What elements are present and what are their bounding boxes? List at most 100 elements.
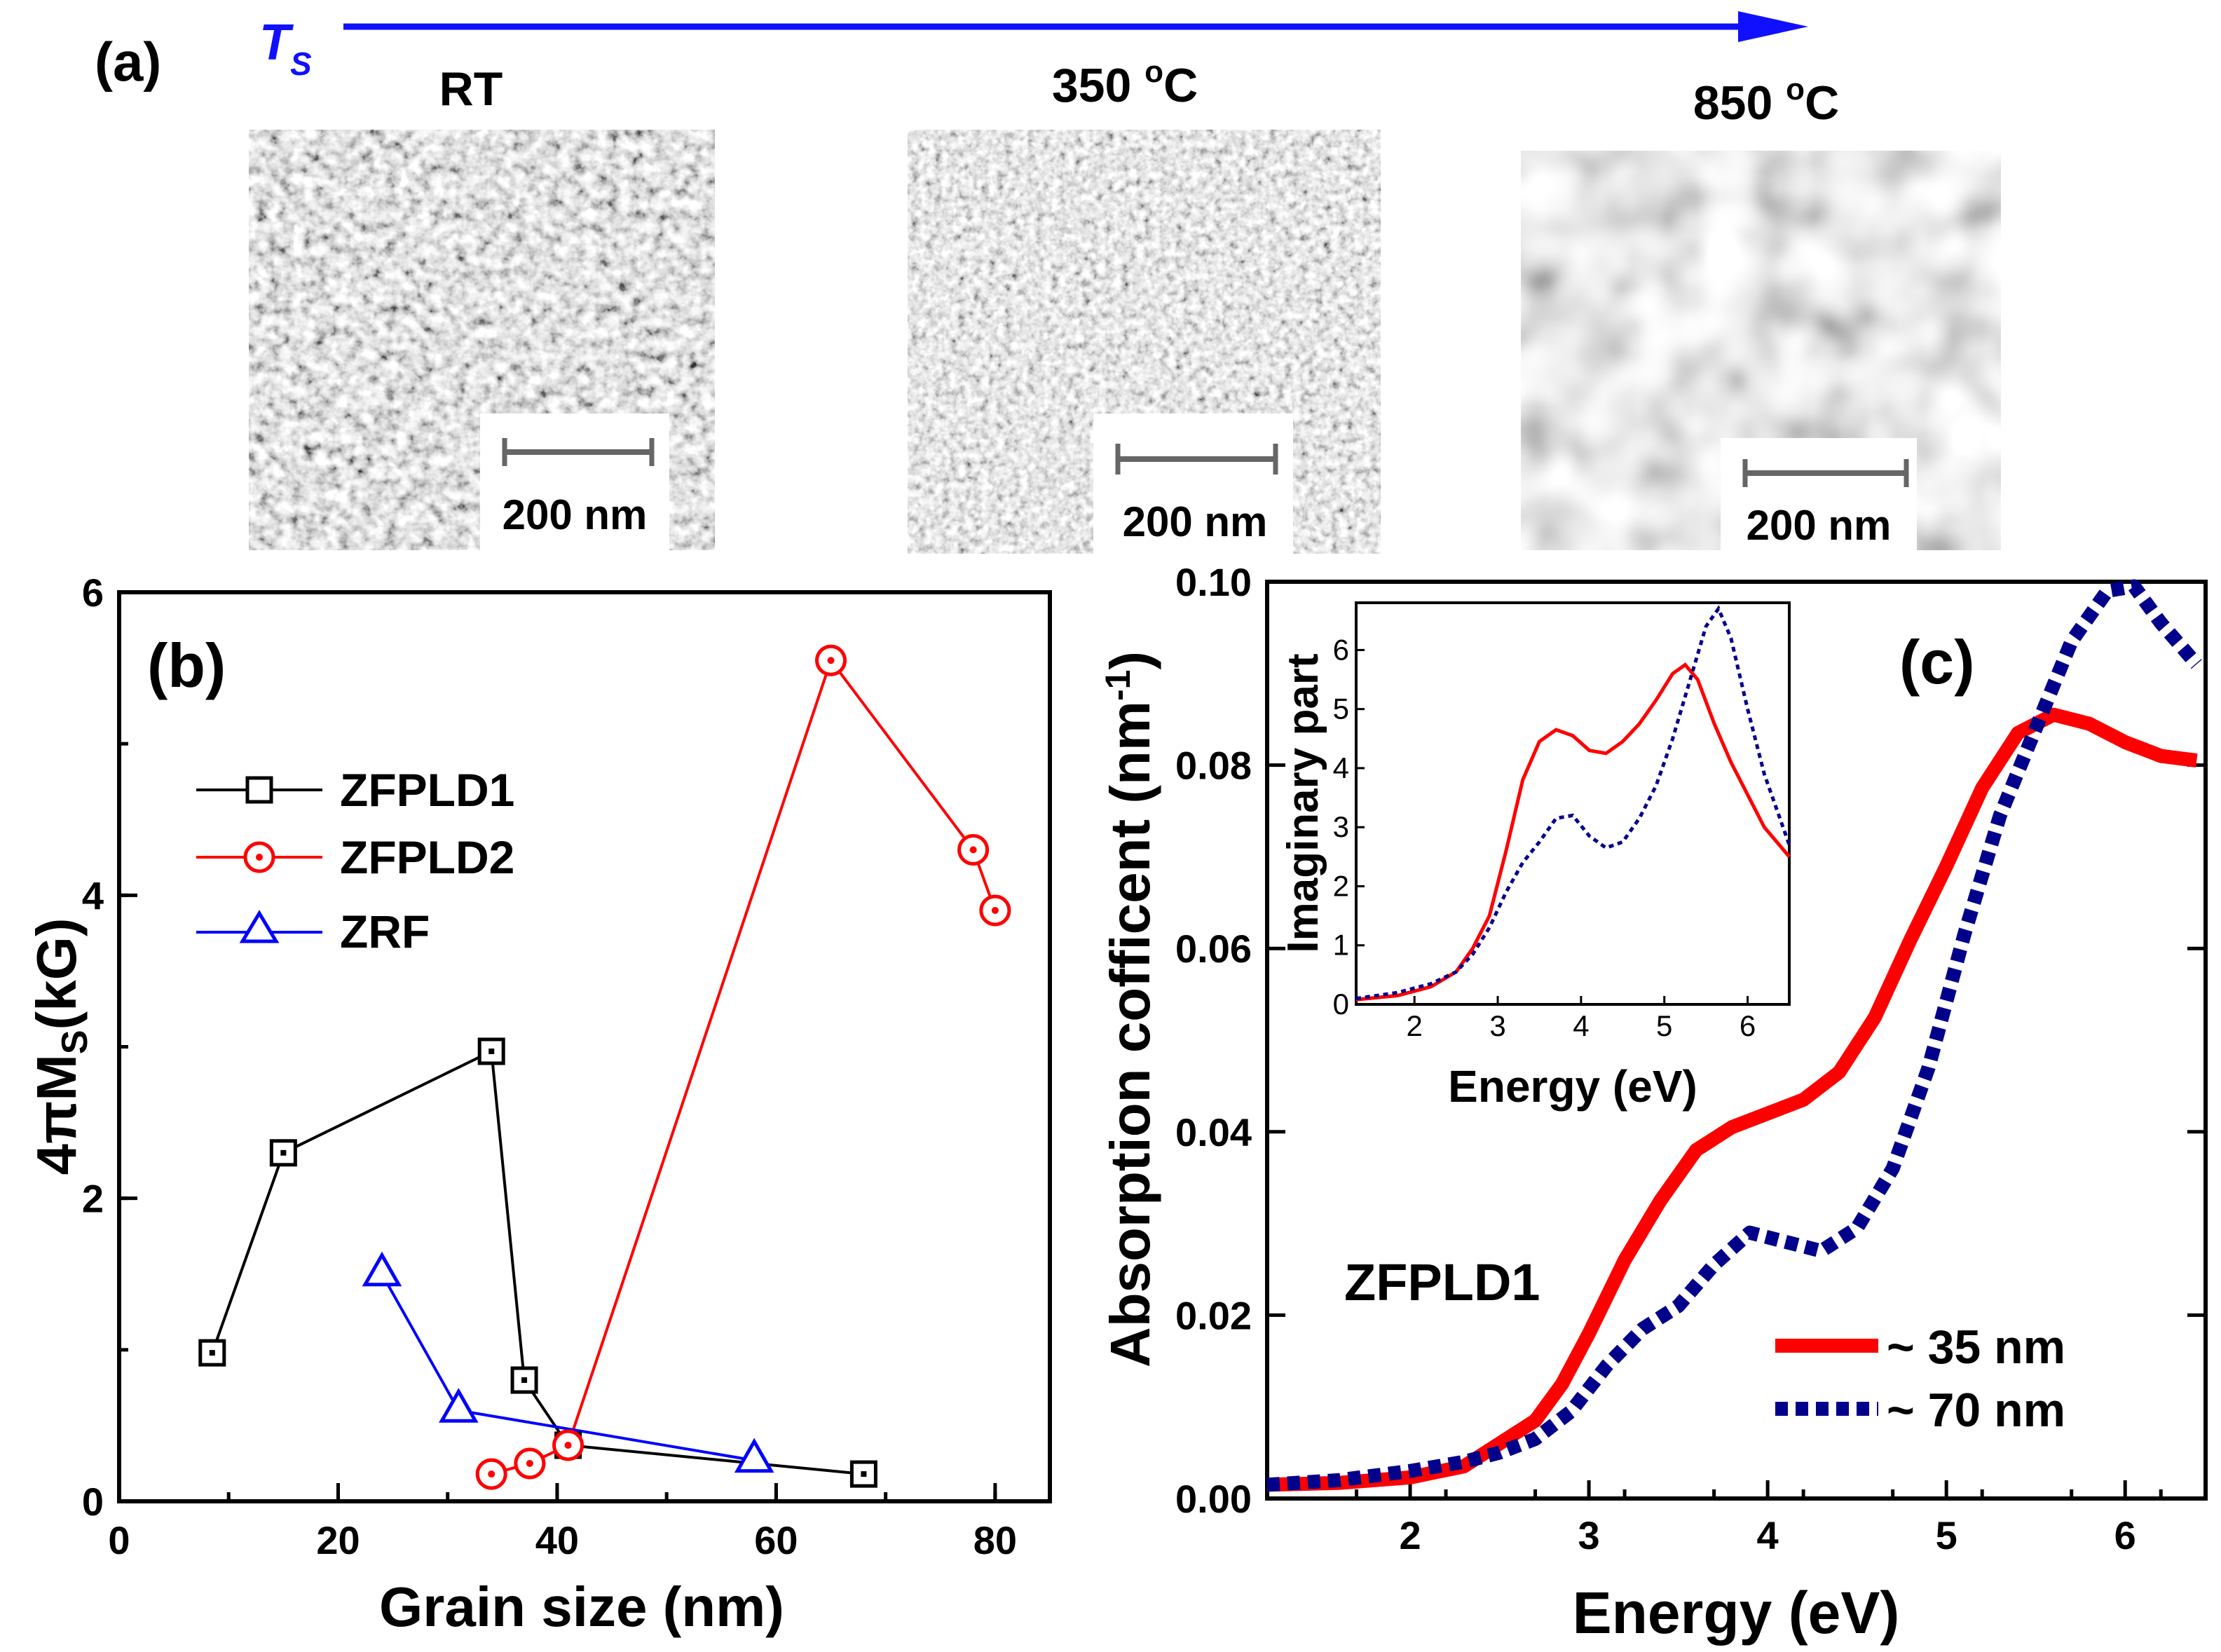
- b-xtick-label-1: 20: [316, 1518, 360, 1562]
- panel-b-xlabel: Grain size (nm): [379, 1576, 784, 1638]
- inset-xtick-label-0: 2: [1407, 1009, 1423, 1042]
- legend-zfpld1-label: ZFPLD1: [340, 764, 514, 816]
- inset-series-35nm-curve: [1355, 662, 1791, 1002]
- panel-c-ylabel-close: ): [1099, 651, 1161, 670]
- inset-ytick-label-5: 5: [1333, 692, 1349, 725]
- point-zfpld1-1-center: [280, 1149, 287, 1156]
- inset-ytick-label-3: 3: [1333, 810, 1349, 843]
- panel-c-inset: 2 3 4 5 6 0 1 2 3 4 5 6 Energy (eV) Imaginary part: [1279, 601, 1791, 1112]
- series-35nm-curve: [1266, 707, 2198, 1492]
- c-xtick-label-1: 3: [1578, 1513, 1600, 1557]
- legend-zrf-marker: [239, 910, 280, 943]
- sample-850-label: 850 oC: [1693, 72, 1839, 130]
- ts-axis-symbol: TS: [259, 15, 312, 82]
- b-xtick-label-0: 0: [108, 1518, 130, 1562]
- panel-b-ylabel-text: 4πM: [25, 1054, 88, 1175]
- scale-text-rt: 200 nm: [503, 491, 648, 538]
- point-zfpld1-5-center: [861, 1471, 867, 1477]
- c-xtick-label-3: 5: [1936, 1513, 1957, 1557]
- point-zfpld1-2-center: [488, 1048, 495, 1054]
- sample-rt-label: RT: [439, 62, 503, 116]
- panel-b-frame: [117, 590, 1052, 1503]
- inset-xtick-label-1: 3: [1489, 1009, 1505, 1042]
- c-ytick-label-0: 0.00: [1175, 1477, 1252, 1521]
- inset-xlabel: Energy (eV): [1448, 1061, 1697, 1112]
- point-zfpld2-0-center: [488, 1470, 496, 1478]
- ts-subscript: S: [290, 46, 312, 82]
- inset-xtick-label-4: 6: [1740, 1009, 1756, 1042]
- point-zfpld2-5-center: [991, 906, 999, 914]
- c-xtick-label-2: 4: [1757, 1513, 1779, 1557]
- panel-c-ylabel: Absorption cofficent (nm-1): [1098, 651, 1161, 1367]
- point-zrf-0: [362, 1251, 402, 1287]
- legend-70nm-label: ~ 70 nm: [1887, 1384, 2065, 1437]
- panel-c-xlabel: Energy (eV): [1573, 1580, 1900, 1646]
- panel-b-ylabel-subscript: S: [55, 1030, 95, 1054]
- legend-zfpld1: ZFPLD1: [196, 764, 514, 816]
- b-xtick-label-2: 40: [535, 1518, 579, 1562]
- legend-35nm-label: ~ 35 nm: [1887, 1320, 2065, 1374]
- panel-c-ylabel-superscript: -1: [1098, 670, 1137, 701]
- sample-850-label-degree: o: [1786, 72, 1805, 107]
- point-zfpld1-3-center: [521, 1377, 528, 1384]
- series-zfpld1-line: [210, 1049, 864, 1476]
- scale-box-350: [1093, 414, 1293, 554]
- legend-zrf: ZRF: [196, 906, 430, 957]
- b-ytick-label-1: 2: [82, 1177, 104, 1221]
- c-ytick-label-1: 0.02: [1175, 1293, 1252, 1337]
- c-xtick-label-4: 6: [2114, 1513, 2136, 1557]
- panel-b-ylabel: 4πMS(kG): [25, 917, 95, 1175]
- panel-b-label: (b): [147, 631, 226, 700]
- inset-ytick-label-6: 6: [1333, 633, 1349, 666]
- c-ytick-label-2: 0.04: [1175, 1110, 1252, 1154]
- c-ytick-label-4: 0.08: [1175, 744, 1252, 788]
- legend-zfpld2-label: ZFPLD2: [340, 831, 514, 883]
- scale-box-850: [1721, 438, 1917, 550]
- b-ytick-label-2: 4: [82, 873, 104, 917]
- c-ytick-label-3: 0.06: [1175, 927, 1252, 971]
- panel-c-series: [1266, 579, 2202, 1492]
- inset-ticks: 2 3 4 5 6 0 1 2 3 4 5 6: [1333, 633, 1756, 1042]
- panel-c-label: (c): [1899, 627, 1975, 697]
- c-xtick-label-0: 2: [1399, 1513, 1421, 1557]
- panel-b-ylabel-unit: (kG): [25, 917, 88, 1030]
- sample-350-label-degree: o: [1144, 55, 1163, 89]
- point-zrf-2: [734, 1438, 774, 1473]
- panel-a: (a) TS RT 200 nm 350 oC 200 nm 850 oC 20…: [95, 11, 2001, 554]
- b-xtick-label-4: 80: [973, 1518, 1017, 1562]
- inset-xtick-label-3: 5: [1656, 1009, 1672, 1042]
- sample-350-label-value: 350: [1052, 59, 1144, 112]
- scale-text-850: 200 nm: [1747, 502, 1892, 549]
- sample-350-label-unit: C: [1163, 59, 1198, 112]
- sample-850-label-unit: C: [1805, 76, 1839, 130]
- inset-series: [1355, 605, 1791, 1002]
- inset-xtick-label-2: 4: [1573, 1009, 1589, 1042]
- inset-ytick-label-2: 2: [1333, 869, 1349, 902]
- b-ytick-label-0: 0: [82, 1480, 104, 1524]
- scale-box-rt: [480, 414, 669, 550]
- panel-b-ticks: 0 20 40 60 80 0 2 4 6: [82, 571, 1017, 1562]
- point-zfpld2-2-center: [564, 1442, 572, 1449]
- inset-ylabel: Imaginary part: [1279, 653, 1327, 953]
- scale-text-350: 200 nm: [1123, 498, 1268, 545]
- panel-c-frame: [1265, 580, 2208, 1501]
- legend-zfpld1-marker: [245, 776, 273, 804]
- panel-b-chart: 0 20 40 60 80 0 2 4 6 (b) ZFPLD1 ZFPLD2 ZRF Grai…: [25, 571, 1052, 1638]
- sample-850-label-value: 850: [1693, 76, 1786, 130]
- inset-ytick-label-0: 0: [1333, 988, 1349, 1020]
- point-zrf-1: [439, 1388, 479, 1423]
- ts-arrow-head: [1738, 11, 1808, 42]
- c-ytick-label-5: 0.10: [1175, 560, 1252, 604]
- panel-c-legend: ~ 35 nm ~ 70 nm: [1775, 1320, 2065, 1437]
- panel-a-label: (a): [95, 31, 161, 93]
- panel-c-ylabel-text: Absorption cofficent (nm: [1099, 701, 1161, 1367]
- point-zfpld1-0-center: [209, 1350, 215, 1356]
- panel-c-annotation: ZFPLD1: [1344, 1253, 1540, 1311]
- b-xtick-label-3: 60: [754, 1518, 798, 1562]
- point-zfpld2-1-center: [526, 1459, 533, 1467]
- b-ytick-label-3: 6: [82, 571, 104, 615]
- ts-symbol: T: [259, 15, 294, 71]
- series-zfpld2-line: [491, 657, 997, 1476]
- panel-c-chart: 2 3 4 5 6 0.00 0.02 0.04 0.06 0.08 0.10 (c) ZFPLD1…: [1098, 560, 2208, 1646]
